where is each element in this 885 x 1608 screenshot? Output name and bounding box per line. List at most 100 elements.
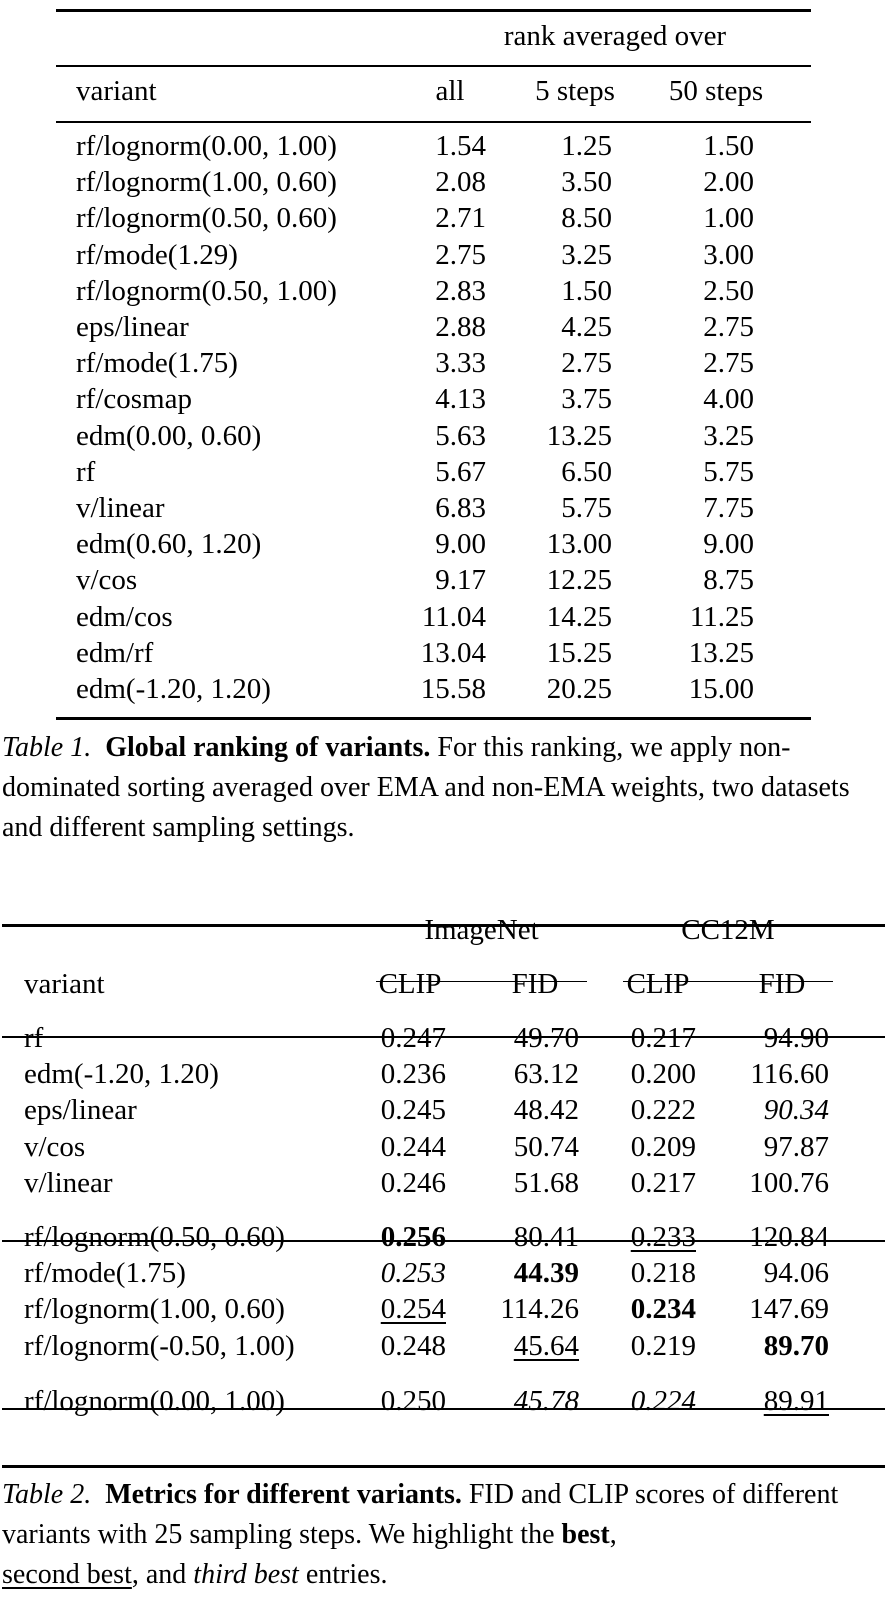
cc12m-clip-cell: 0.233 (630, 1221, 696, 1253)
rank-50-steps-cell: 9.00 (703, 528, 754, 561)
variant-cell: v/linear (24, 1166, 113, 1199)
cmidrule-imagenet (376, 981, 587, 982)
rank-all-cell: 2.88 (435, 311, 486, 343)
variant-cell: rf/lognorm(0.00, 1.00) (76, 130, 337, 162)
top-rule (56, 9, 811, 12)
table-row: rf 5.67 6.50 5.75 (0, 454, 885, 490)
imagenet-fid-cell: 63.12 (513, 1058, 579, 1091)
table-header-row: variant all 5 steps 50 steps (0, 73, 885, 109)
variant-cell: rf/mode(1.29) (76, 238, 238, 271)
rank-50-steps-cell: 3.25 (703, 419, 754, 452)
caption-best: best (561, 1519, 610, 1550)
imagenet-fid-cell: 45.78 (513, 1385, 579, 1417)
rank-5-steps-cell: 1.50 (561, 274, 612, 307)
column-header-cc12m-clip: CLIP (626, 968, 690, 1000)
cc12m-clip-cell: 0.224 (630, 1385, 696, 1417)
cc12m-clip-cell: 0.217 (630, 1022, 696, 1054)
imagenet-fid-cell: 80.41 (513, 1221, 579, 1253)
variant-cell: rf/mode(1.75) (24, 1257, 186, 1290)
rank-50-steps-cell: 7.75 (703, 492, 754, 524)
rank-all-cell: 13.04 (420, 636, 486, 669)
variant-cell: v/cos (76, 564, 138, 597)
rank-50-steps-cell: 13.25 (688, 636, 754, 669)
rank-50-steps-cell: 5.75 (703, 455, 754, 488)
table-row: eps/linear 0.245 48.42 0.222 90.34 (0, 1092, 885, 1128)
rank-5-steps-cell: 20.25 (546, 673, 612, 705)
imagenet-clip-cell: 0.253 (380, 1257, 446, 1290)
section-rule-2 (2, 1408, 885, 1410)
header-rule (56, 121, 811, 123)
rank-all-cell: 9.17 (435, 564, 486, 597)
table-row: v/cos 9.17 12.25 8.75 (0, 562, 885, 598)
rank-50-steps-cell: 2.00 (703, 166, 754, 199)
table-row: rf/lognorm(-0.50, 1.00) 0.248 45.64 0.219 89… (0, 1328, 885, 1364)
variant-cell: v/cos (24, 1130, 86, 1163)
rank-5-steps-cell: 13.25 (546, 419, 612, 452)
variant-cell: rf/mode(1.75) (76, 347, 238, 380)
rank-5-steps-cell: 8.50 (561, 202, 612, 235)
table-row: rf/lognorm(1.00, 0.60) 2.08 3.50 2.00 (0, 164, 885, 200)
table-row: eps/linear 2.88 4.25 2.75 (0, 309, 885, 345)
table-row: rf/lognorm(0.50, 0.60) 2.71 8.50 1.00 (0, 200, 885, 236)
caption-text: For this ranking, we apply non-dominated… (2, 732, 850, 843)
caption-third-best: third best (193, 1559, 299, 1590)
group-header-imagenet: ImageNet (424, 914, 539, 946)
rank-5-steps-cell: 3.25 (561, 238, 612, 271)
table-row: rf/lognorm(0.00, 1.00) 1.54 1.25 1.50 (0, 128, 885, 164)
rank-5-steps-cell: 3.50 (561, 166, 612, 199)
table-row: rf/lognorm(0.50, 0.60) 0.256 80.41 0.233 120… (0, 1219, 885, 1255)
header-rule (2, 1036, 885, 1038)
variant-cell: edm(0.60, 1.20) (76, 528, 262, 561)
variant-cell: rf (24, 1022, 44, 1054)
imagenet-clip-cell: 0.248 (380, 1329, 446, 1362)
rank-all-cell: 2.08 (435, 166, 486, 199)
imagenet-fid-cell: 114.26 (500, 1293, 579, 1326)
variant-cell: rf (76, 455, 96, 488)
table-row: edm(-1.20, 1.20) 0.236 63.12 0.200 116.60 (0, 1056, 885, 1092)
cc12m-clip-cell: 0.219 (630, 1329, 696, 1362)
caption-text: , and (131, 1559, 194, 1590)
table-row: edm(-1.20, 1.20) 15.58 20.25 15.00 (0, 671, 885, 707)
rank-5-steps-cell: 6.50 (561, 455, 612, 488)
rank-all-cell: 5.63 (435, 419, 486, 452)
mid-rule (56, 65, 811, 67)
imagenet-clip-cell: 0.244 (380, 1130, 446, 1163)
variant-cell: rf/lognorm(0.00, 1.00) (24, 1385, 285, 1417)
rank-5-steps-cell: 1.25 (561, 130, 612, 162)
column-header-cc12m-fid: FID (758, 968, 806, 1000)
imagenet-fid-cell: 44.39 (513, 1257, 579, 1290)
variant-cell: rf/lognorm(0.50, 1.00) (76, 274, 337, 307)
variant-cell: rf/cosmap (76, 383, 192, 416)
rank-all-cell: 6.83 (435, 492, 486, 524)
imagenet-fid-cell: 49.70 (513, 1022, 579, 1054)
variant-cell: edm(-1.20, 1.20) (76, 673, 271, 705)
column-header-imagenet-fid: FID (511, 968, 559, 1000)
imagenet-clip-cell: 0.246 (380, 1166, 446, 1199)
cc12m-fid-cell: 116.60 (750, 1058, 829, 1091)
variant-cell: rf/lognorm(1.00, 0.60) (24, 1293, 285, 1326)
caption-text: , (609, 1519, 617, 1550)
rank-50-steps-cell: 15.00 (688, 673, 754, 705)
table-row: rf/lognorm(0.00, 1.00) 0.250 45.78 0.224 89.… (0, 1383, 885, 1419)
group-header: rank averaged over (503, 20, 727, 52)
table-row: edm(0.00, 0.60) 5.63 13.25 3.25 (0, 418, 885, 454)
column-header-5-steps: 5 steps (535, 75, 615, 107)
variant-cell: edm(-1.20, 1.20) (24, 1058, 219, 1091)
table-row: rf/lognorm(1.00, 0.60) 0.254 114.26 0.234 14… (0, 1291, 885, 1327)
cc12m-fid-cell: 100.76 (749, 1166, 829, 1199)
imagenet-fid-cell: 48.42 (513, 1094, 579, 1127)
imagenet-clip-cell: 0.236 (380, 1058, 446, 1091)
table-2-caption: Table 2. Metrics for different variants.… (2, 1475, 882, 1595)
table-row: v/linear 0.246 51.68 0.217 100.76 (0, 1165, 885, 1201)
cc12m-clip-cell: 0.217 (630, 1166, 696, 1199)
rank-5-steps-cell: 2.75 (561, 347, 612, 380)
cc12m-clip-cell: 0.222 (630, 1094, 696, 1127)
rank-50-steps-cell: 3.00 (703, 238, 754, 271)
rank-5-steps-cell: 13.00 (546, 528, 612, 561)
rank-50-steps-cell: 2.75 (703, 311, 754, 343)
cmidrule-cc12m (623, 981, 833, 982)
imagenet-fid-cell: 45.64 (513, 1329, 579, 1362)
imagenet-clip-cell: 0.245 (380, 1094, 446, 1127)
variant-cell: edm/cos (76, 600, 173, 633)
table-row: rf/mode(1.29) 2.75 3.25 3.00 (0, 237, 885, 273)
